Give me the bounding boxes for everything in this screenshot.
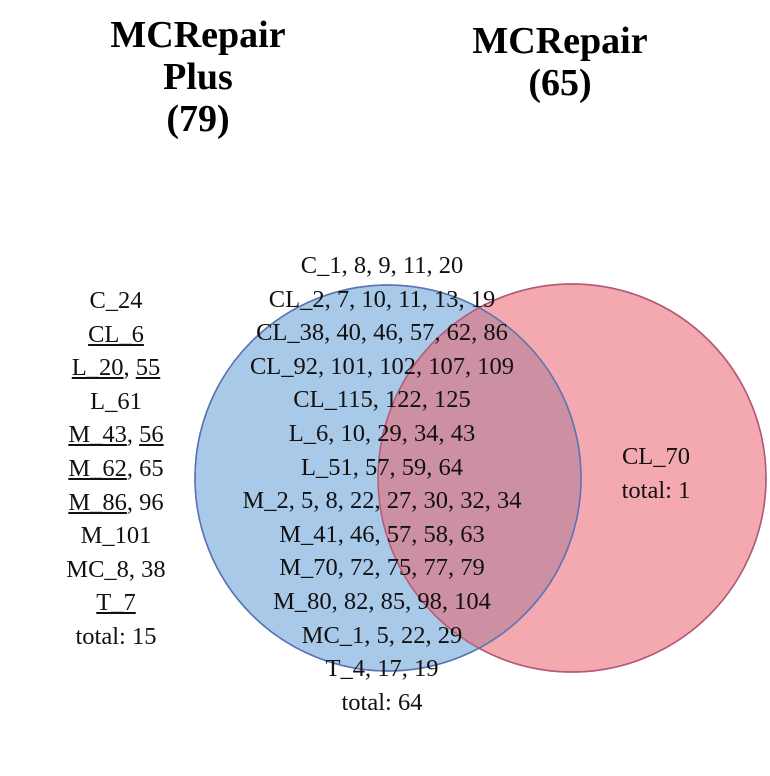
region-line: L_51, 57, 59, 64 [206,451,558,485]
region-line: M_70, 72, 75, 77, 79 [206,551,558,585]
set-title-left-line: (79) [166,98,230,140]
region-line: M_43, 56 [26,418,206,452]
item-label: M_43 [68,421,127,449]
item-label: M_2, 5, 8, 22, 27, 30, 32, 34 [242,487,522,515]
item-label: 56 [139,421,164,449]
item-label: M_62 [68,454,127,482]
item-label: total: 1 [621,476,691,504]
item-label: L_51, 57, 59, 64 [301,453,463,481]
region-line: MC_1, 5, 22, 29 [206,619,558,653]
set-title-right-line: (65) [528,62,592,104]
item-label: CL_70 [621,443,691,470]
item-label: T_4, 17, 19 [325,655,439,683]
item-label: MC_1, 5, 22, 29 [301,621,463,649]
item-label: , 65 [126,454,164,482]
item-label: L_6, 10, 29, 34, 43 [288,419,476,447]
item-label: C_24 [89,287,143,314]
item-label: , 96 [126,488,164,516]
item-label: M_80, 82, 85, 98, 104 [273,587,491,615]
region-line: total: 1 [594,474,718,508]
region-line: M_86, 96 [26,486,206,520]
region-line: CL_92, 101, 102, 107, 109 [206,350,558,384]
region-line: C_1, 8, 9, 11, 20 [206,249,558,283]
region-line: M_80, 82, 85, 98, 104 [206,585,558,619]
item-label: M_86 [68,488,127,516]
set-title-right-line: MCRepair [472,20,648,62]
region-line: CL_115, 122, 125 [206,383,558,417]
region-line: CL_38, 40, 46, 57, 62, 86 [206,316,558,350]
region-line: MC_8, 38 [26,553,206,587]
item-label: CL_115, 122, 125 [293,386,471,414]
set-title-left: MCRepair Plus (79) [88,14,308,140]
region-line: total: 64 [206,686,558,720]
item-label: CL_92, 101, 102, 107, 109 [249,352,515,380]
left-only-list: C_24 CL_6 L_20, 55 L_61 M_43, 56 M_62, 65 M_86… [26,284,206,654]
item-label: CL_6 [88,320,144,348]
set-title-left-line: MCRepair [110,14,286,56]
region-line: L_20, 55 [26,351,206,385]
region-line: M_41, 46, 57, 58, 63 [206,518,558,552]
item-label: M_101 [80,522,152,550]
region-line: CL_2, 7, 10, 11, 13, 19 [206,283,558,317]
right-only-list: CL_70 total: 1 [594,440,718,507]
region-line: C_24 [26,284,206,318]
set-outline-right [377,283,767,673]
set-title-right: MCRepair (65) [450,20,670,104]
region-line: M_62, 65 [26,452,206,486]
region-line: total: 15 [26,620,206,654]
region-line: L_6, 10, 29, 34, 43 [206,417,558,451]
item-label: CL_2, 7, 10, 11, 13, 19 [268,285,496,313]
set-title-left-line: Plus [163,56,233,98]
item-label: CL_38, 40, 46, 57, 62, 86 [256,319,508,347]
set-outline-left [194,284,582,672]
item-label: total: 64 [341,688,423,716]
region-line: CL_70 [594,440,718,474]
region-line: T_7 [26,586,206,620]
item-label: total: 15 [75,622,157,650]
item-label: , [126,421,140,449]
item-label: M_41, 46, 57, 58, 63 [279,520,485,548]
item-label: T_7 [96,589,136,617]
item-label: 55 [135,354,161,382]
region-line: M_101 [26,519,206,553]
item-label: M_70, 72, 75, 77, 79 [279,554,485,582]
region-line: L_61 [26,385,206,419]
item-label: MC_8, 38 [66,555,166,583]
region-line: T_4, 17, 19 [206,652,558,686]
item-label: L_20 [71,354,124,382]
region-line: CL_6 [26,318,206,352]
item-label: L_61 [90,387,142,415]
region-line: M_2, 5, 8, 22, 27, 30, 32, 34 [206,484,558,518]
intersection-region [378,285,581,671]
item-label: , [123,354,136,382]
intersection-list: C_1, 8, 9, 11, 20 CL_2, 7, 10, 11, 13, 19… [206,249,558,719]
item-label: C_1, 8, 9, 11, 20 [300,252,464,279]
